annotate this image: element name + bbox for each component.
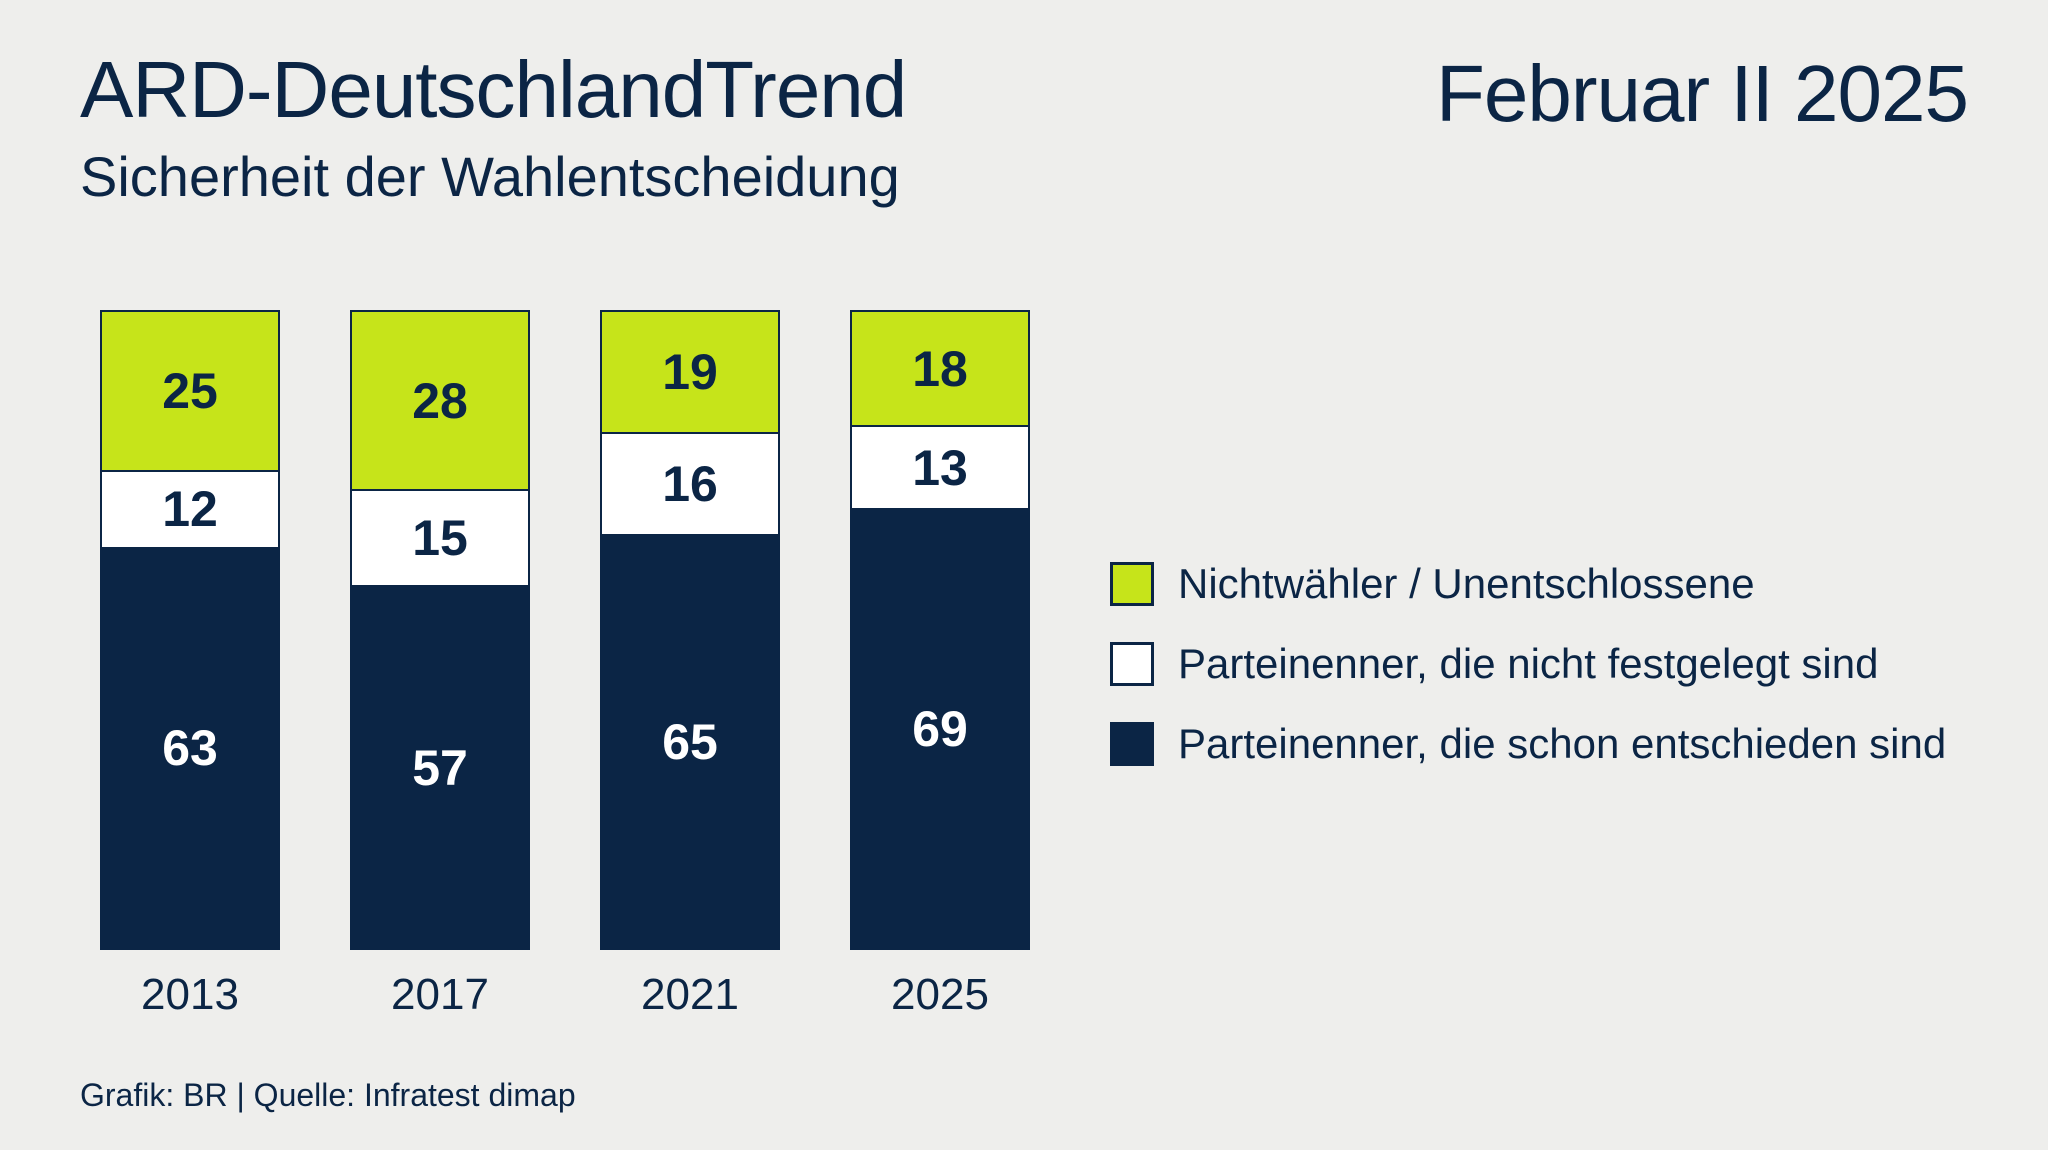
legend-label: Nichtwähler / Unentschlossene	[1178, 560, 1755, 608]
bar-category-label: 2025	[891, 970, 989, 1020]
bar-stack: 571528	[350, 310, 530, 950]
bar-segment-undecided: 15	[350, 489, 530, 585]
legend-swatch	[1110, 562, 1154, 606]
bar-stack: 631225	[100, 310, 280, 950]
legend-item: Parteinenner, die schon entschieden sind	[1110, 720, 1946, 768]
legend-item: Nichtwähler / Unentschlossene	[1110, 560, 1946, 608]
bar-stack: 691318	[850, 310, 1030, 950]
bar-segment-nonvoter: 25	[100, 310, 280, 470]
bar-segment-nonvoter: 19	[600, 310, 780, 432]
footer-credit: Grafik: BR | Quelle: Infratest dimap	[80, 1077, 576, 1114]
header: ARD-DeutschlandTrend Sicherheit der Wahl…	[80, 48, 1968, 209]
bar-segment-decided: 63	[100, 547, 280, 950]
bar-segment-undecided: 13	[850, 425, 1030, 508]
subtitle: Sicherheit der Wahlentscheidung	[80, 144, 906, 209]
bar-category-label: 2021	[641, 970, 739, 1020]
legend-label: Parteinenner, die schon entschieden sind	[1178, 720, 1946, 768]
bar-category-label: 2017	[391, 970, 489, 1020]
bar-segment-decided: 65	[600, 534, 780, 950]
bar-category-label: 2013	[141, 970, 239, 1020]
date-label: Februar II 2025	[1436, 48, 1968, 140]
main-title: ARD-DeutschlandTrend	[80, 48, 906, 132]
legend-swatch	[1110, 722, 1154, 766]
legend-item: Parteinenner, die nicht festgelegt sind	[1110, 640, 1946, 688]
bar-segment-nonvoter: 28	[350, 310, 530, 489]
bar-segment-nonvoter: 18	[850, 310, 1030, 425]
bar-stack: 651619	[600, 310, 780, 950]
legend: Nichtwähler / Unentschlossene Parteinenne…	[1110, 560, 1946, 768]
title-block: ARD-DeutschlandTrend Sicherheit der Wahl…	[80, 48, 906, 209]
bar-group: 571528 2017	[350, 310, 530, 1020]
bar-segment-undecided: 16	[600, 432, 780, 534]
bar-group: 651619 2021	[600, 310, 780, 1020]
stacked-bar-chart: 6312252013571528201765161920216913182025	[100, 320, 1020, 1020]
bar-segment-undecided: 12	[100, 470, 280, 547]
legend-label: Parteinenner, die nicht festgelegt sind	[1178, 640, 1878, 688]
bar-group: 691318 2025	[850, 310, 1030, 1020]
legend-swatch	[1110, 642, 1154, 686]
bar-segment-decided: 57	[350, 585, 530, 950]
bar-segment-decided: 69	[850, 508, 1030, 950]
bar-group: 631225 2013	[100, 310, 280, 1020]
